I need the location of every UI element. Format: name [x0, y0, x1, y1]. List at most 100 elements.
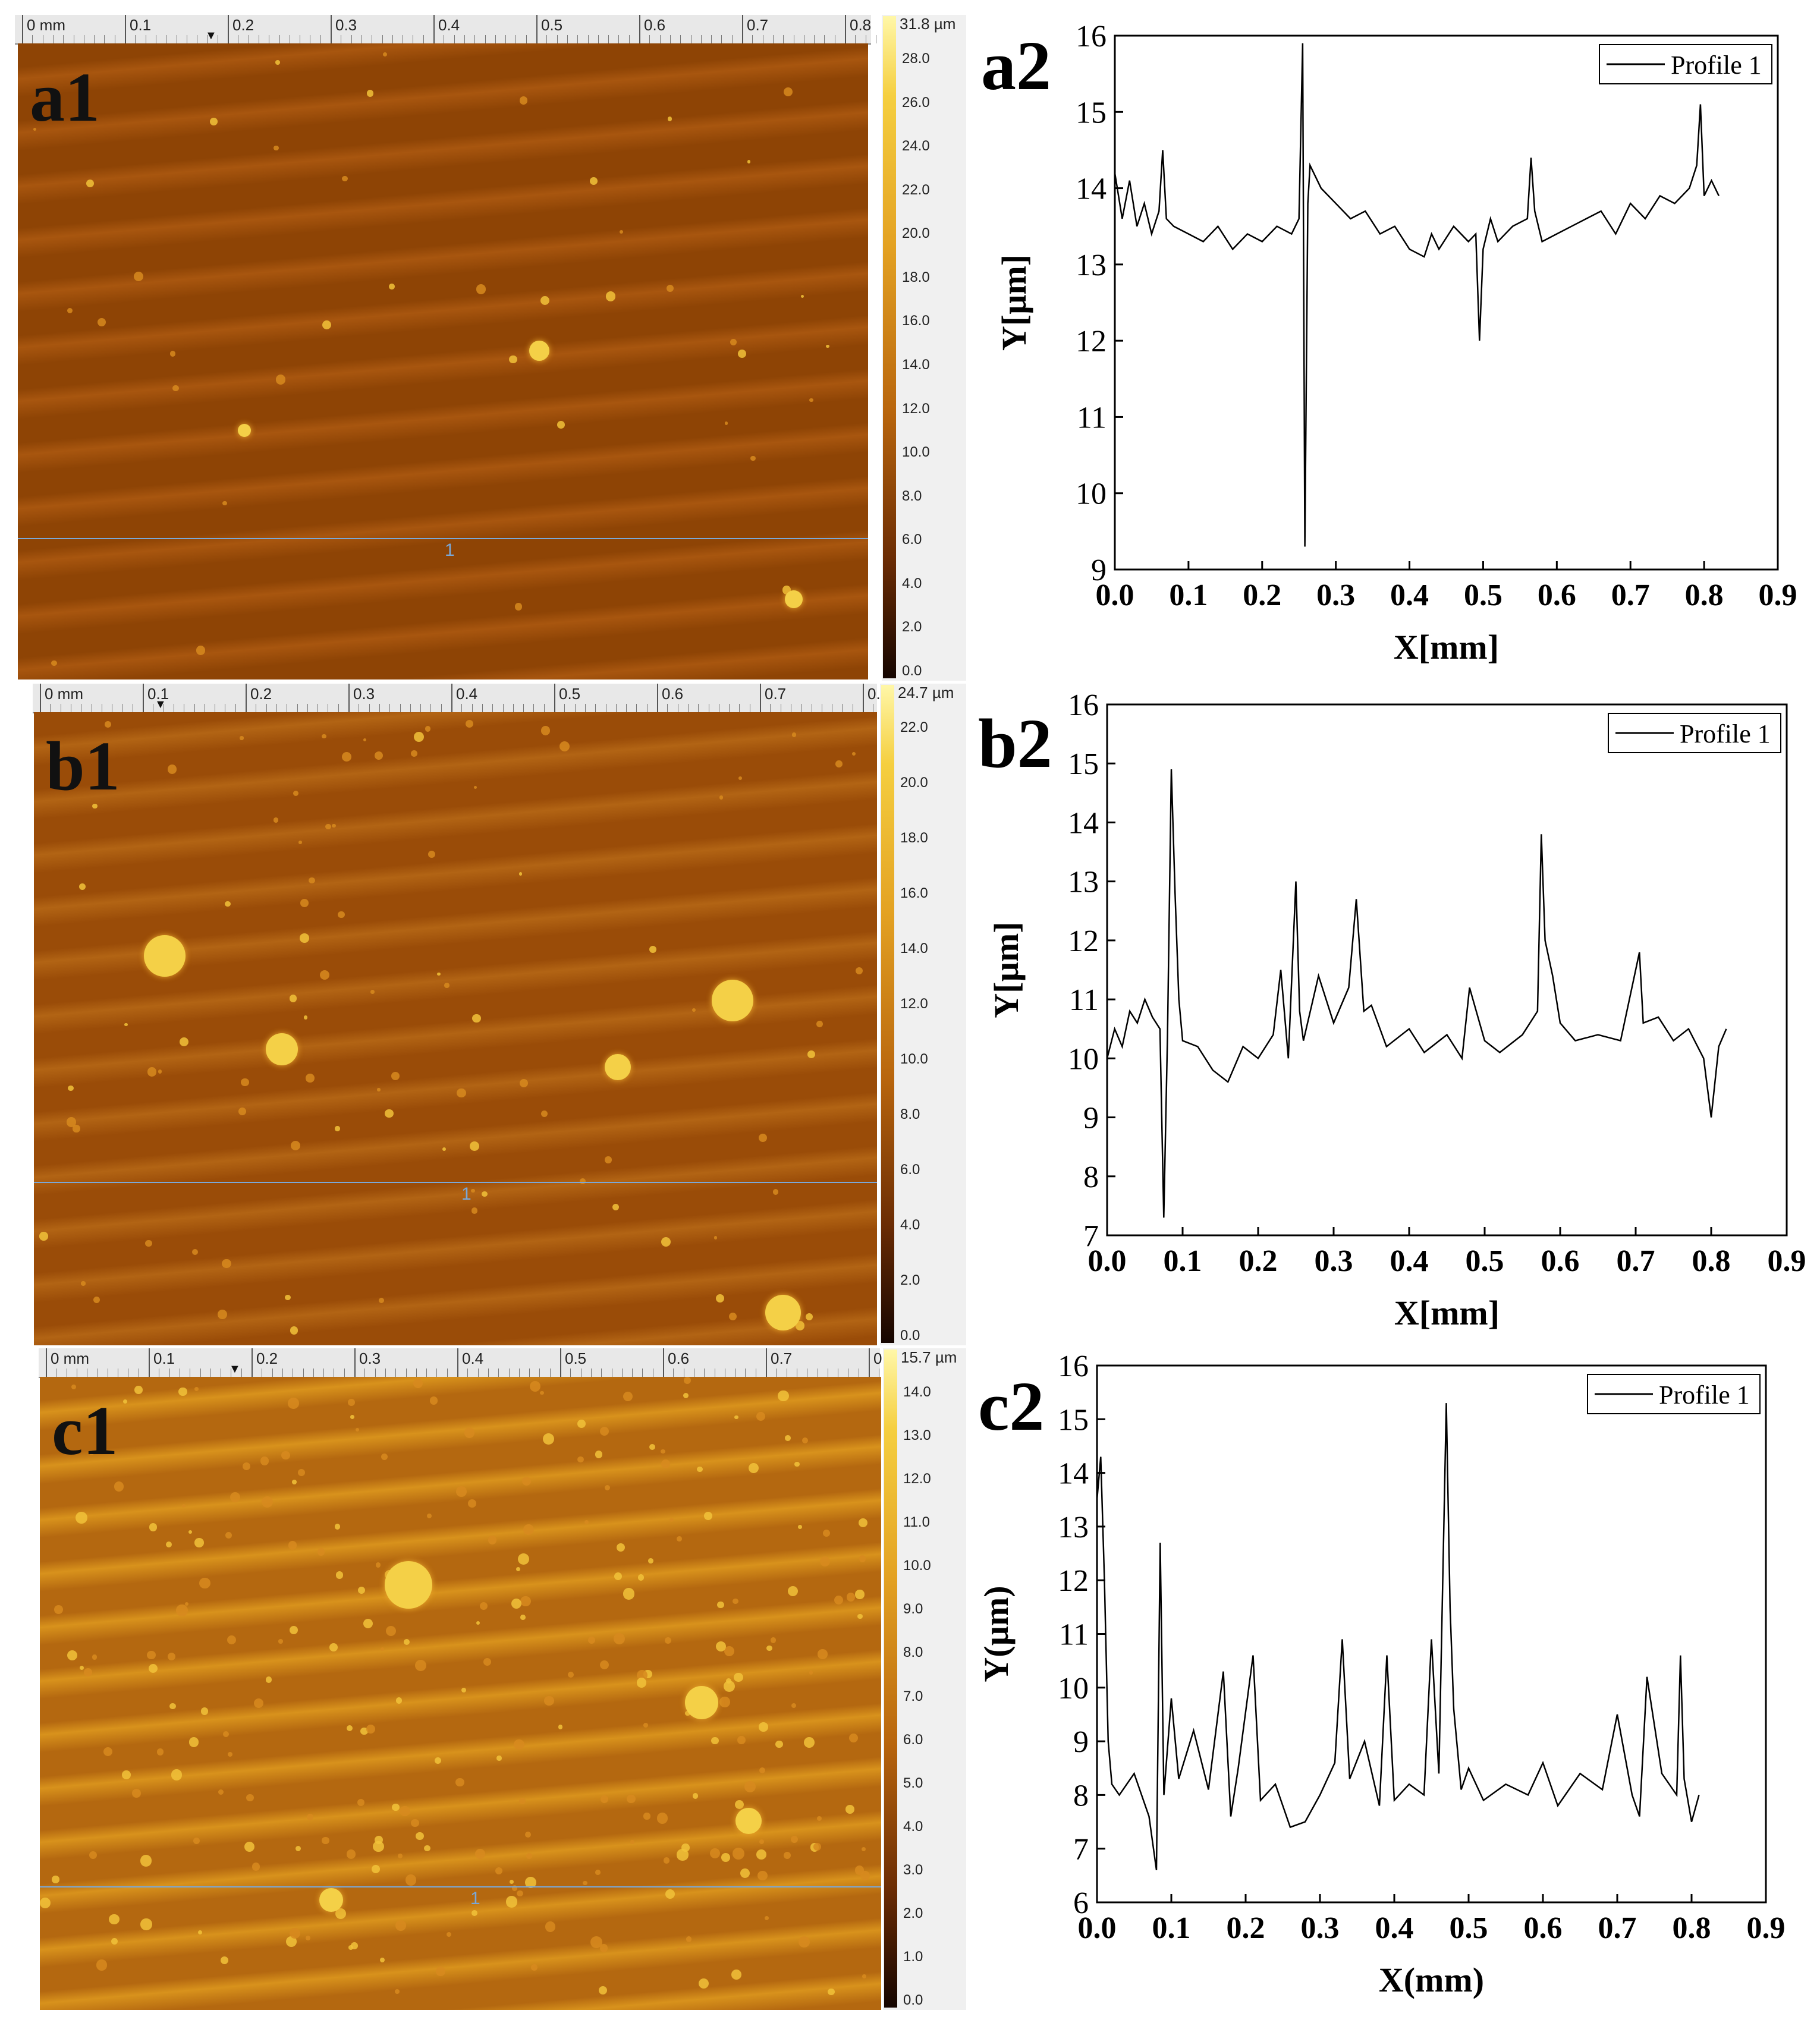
surface-particle	[649, 945, 656, 954]
surface-particle	[366, 90, 374, 97]
height-map-image: 1	[40, 1377, 881, 2010]
ruler-tick-label: 0.4	[438, 16, 460, 34]
ruler-minor-tick	[63, 35, 64, 43]
profile-series-line	[1096, 1403, 1700, 1870]
surface-particle	[436, 1967, 445, 1976]
x-axis-label: X[mm]	[1394, 1294, 1500, 1332]
surface-particle	[397, 1854, 403, 1859]
surface-particle	[627, 1794, 636, 1804]
surface-particle	[584, 1520, 589, 1524]
x-tick-label: 0.3	[1301, 1911, 1340, 1945]
surface-particle	[293, 790, 299, 797]
surface-particle	[109, 1914, 120, 1925]
surface-particle	[147, 1067, 157, 1077]
ruler-minor-tick	[636, 704, 637, 712]
ruler-minor-tick	[495, 35, 496, 43]
surface-particle	[505, 1896, 518, 1908]
profile-line[interactable]	[18, 538, 868, 539]
colorbar-max-label: 24.7 µm	[898, 684, 954, 701]
ruler-minor-tick	[410, 704, 411, 712]
surface-particle	[156, 1748, 164, 1756]
ruler-minor-tick	[276, 704, 277, 712]
horizontal-ruler: 0 mm 0.1 0.2 0.3 0.4 0.5 0.6 0.7 0.8 ▼	[15, 15, 938, 45]
surface-particle	[167, 765, 177, 774]
surface-particle	[196, 646, 206, 655]
colorbar-gradient	[884, 1349, 897, 2008]
surface-particle	[859, 1555, 866, 1562]
surface-particle	[759, 1839, 765, 1844]
x-tick-label: 0.9	[1747, 1911, 1786, 1945]
ruler-minor-tick	[297, 704, 298, 712]
ruler-minor-tick	[207, 35, 208, 43]
ruler-minor-tick	[564, 704, 565, 712]
x-tick-label: 0.6	[1541, 1244, 1580, 1278]
surface-particle	[426, 1513, 432, 1518]
y-axis-label: Y[µm]	[995, 254, 1033, 351]
ruler-minor-tick	[621, 1369, 623, 1377]
surface-particle	[140, 1855, 152, 1867]
surface-particle	[67, 1650, 78, 1660]
y-tick-label: 12	[1076, 325, 1107, 358]
surface-particle	[813, 1843, 822, 1851]
colorbar-tick-label: 0.0	[902, 663, 922, 679]
surface-particle	[577, 1456, 584, 1463]
x-tick-label: 0.7	[1617, 1244, 1655, 1278]
large-particle	[529, 341, 549, 361]
profile-line[interactable]	[34, 1182, 877, 1183]
colorbar-tick-label: 12.0	[902, 400, 930, 417]
surface-particle	[721, 1853, 731, 1863]
profile-line[interactable]	[40, 1886, 881, 1887]
surface-particle	[238, 1107, 247, 1115]
surface-particle	[134, 1385, 143, 1394]
surface-particle	[375, 751, 383, 760]
surface-particle	[630, 1839, 635, 1844]
colorbar-tick-label: 16.0	[900, 885, 928, 901]
surface-particle	[379, 1957, 385, 1963]
ruler-minor-tick	[272, 1369, 273, 1377]
surface-particle	[169, 1703, 176, 1710]
surface-particle	[338, 911, 345, 918]
surface-particle	[80, 1665, 84, 1670]
y-tick-label: 16	[1076, 20, 1107, 54]
surface-particle	[724, 1646, 734, 1657]
ruler-major-tick	[331, 15, 332, 43]
ruler-minor-tick	[488, 1369, 489, 1377]
surface-particle	[51, 660, 58, 666]
x-tick-label: 0.6	[1538, 578, 1576, 612]
ruler-tick-label: 0.6	[662, 685, 684, 703]
y-tick-label: 10	[1076, 477, 1107, 511]
ruler-tick-label: 0 mm	[51, 1349, 89, 1367]
ruler-minor-tick	[752, 35, 753, 43]
surface-particle	[600, 1660, 609, 1669]
ruler-minor-tick	[855, 35, 856, 43]
surface-particle	[132, 1789, 141, 1798]
surface-particle	[558, 1725, 563, 1730]
ruler-cursor-arrow-icon[interactable]: ▼	[205, 29, 217, 42]
surface-particle	[185, 1602, 189, 1606]
surface-particle	[66, 1117, 77, 1127]
ruler-cursor-arrow-icon[interactable]: ▼	[155, 698, 166, 711]
surface-particle	[715, 1294, 724, 1303]
surface-particle	[856, 967, 863, 974]
surface-particle	[381, 1454, 388, 1461]
surface-particle	[176, 1605, 188, 1616]
surface-particle	[467, 1499, 476, 1508]
surface-particle	[616, 1543, 625, 1552]
surface-particle	[444, 983, 450, 988]
surface-particle	[744, 1781, 756, 1793]
large-particle	[385, 1561, 432, 1609]
surface-particle	[737, 349, 746, 358]
ruler-tick-label: 0 mm	[27, 16, 65, 34]
surface-particle	[122, 1770, 131, 1779]
surface-particle	[719, 795, 724, 800]
large-particle	[605, 1054, 631, 1080]
large-particle	[735, 1808, 762, 1834]
ruler-minor-tick	[477, 1369, 479, 1377]
ruler-minor-tick	[642, 1369, 643, 1377]
ruler-minor-tick	[700, 35, 702, 43]
ruler-cursor-arrow-icon[interactable]: ▼	[229, 1363, 241, 1376]
ruler-minor-tick	[382, 35, 383, 43]
surface-particle	[394, 1989, 400, 1994]
surface-particle	[230, 1492, 241, 1502]
surface-particle	[759, 1767, 765, 1774]
